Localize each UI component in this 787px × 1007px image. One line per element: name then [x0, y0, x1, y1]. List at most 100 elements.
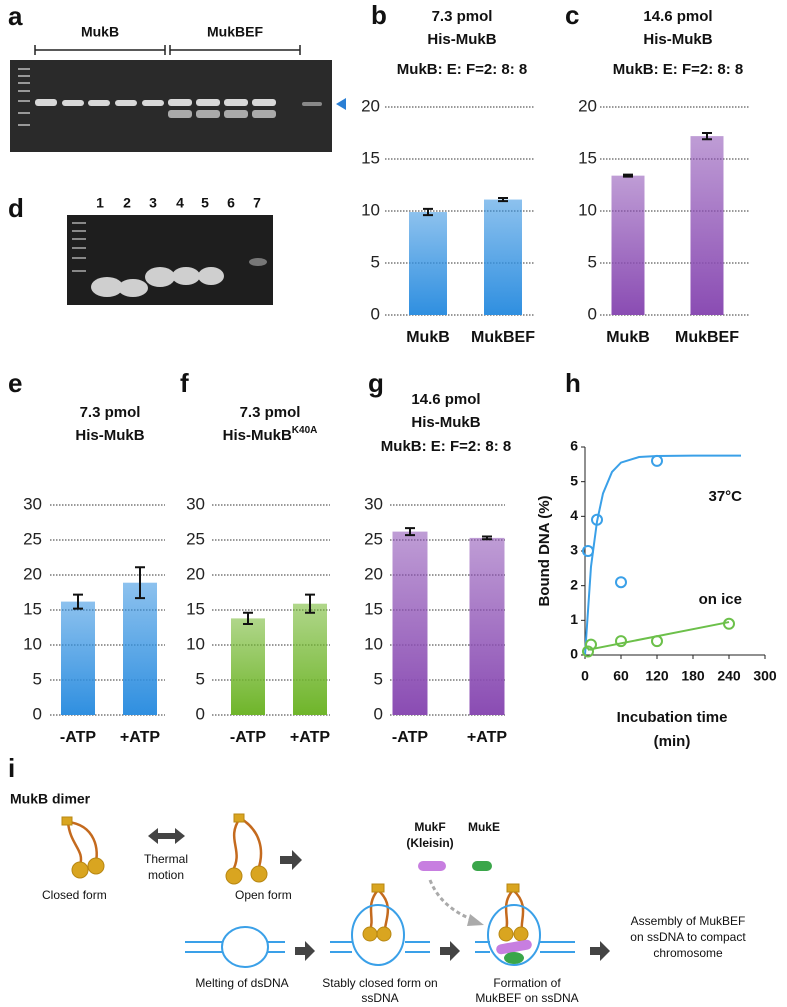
title-text: His-MukB — [223, 427, 292, 444]
chart-title: 14.6 pmol — [643, 8, 712, 25]
x-tick-label: 300 — [753, 668, 777, 684]
y-tick-label: 10 — [578, 200, 597, 219]
panel-letter: h — [565, 368, 581, 398]
x-tick-label: -ATP — [392, 729, 428, 746]
y-tick-label: 30 — [186, 494, 205, 513]
point — [651, 635, 663, 648]
bar — [690, 136, 724, 315]
error-bar — [73, 593, 83, 610]
y-tick-label: 10 — [186, 634, 205, 653]
y-tick-label: 25 — [186, 529, 205, 548]
title-text: 7.3 pmol — [80, 404, 141, 421]
point — [582, 545, 594, 557]
y-tick-label: 20 — [361, 96, 380, 115]
gel-image — [67, 215, 273, 305]
chart-title: His-MukB — [643, 31, 712, 48]
arrow — [336, 98, 346, 110]
title-text: His-MukB — [411, 414, 480, 431]
panel-letter: c — [565, 0, 579, 30]
point — [723, 617, 735, 630]
bar — [469, 537, 505, 715]
diagram-label: chromosome — [653, 946, 723, 960]
x-tick-label: +ATP — [467, 729, 507, 746]
title-text: His-MukB — [75, 427, 144, 444]
y-tick-label: 6 — [570, 438, 578, 454]
bar — [123, 582, 157, 715]
y-tick-label: 1 — [570, 611, 578, 627]
chart-title: MukB: E: F=2: 8: 8 — [381, 438, 511, 455]
y-tick-label: 30 — [364, 494, 383, 513]
point — [651, 454, 663, 467]
panel-letter: b — [371, 0, 387, 30]
diagram-label: Assembly of MukBEF — [631, 914, 746, 928]
y-tick-label: 30 — [23, 494, 42, 513]
y-tick-label: 0 — [196, 704, 205, 723]
lane-label: 3 — [149, 195, 157, 211]
y-tick-label: 5 — [374, 669, 383, 688]
y-tick-label: 15 — [578, 148, 597, 167]
point — [585, 638, 597, 651]
diagram-label: Stably closed form on — [322, 976, 437, 990]
error-bar — [498, 197, 508, 203]
diagram-title: MukB dimer — [10, 791, 91, 807]
diagram-label: Thermal — [144, 852, 188, 866]
chart-title: 7.3 pmol — [80, 404, 141, 421]
x-tick-label: +ATP — [120, 729, 160, 746]
error-bar — [423, 207, 433, 217]
x-tick-label: -ATP — [230, 729, 266, 746]
y-tick-label: 25 — [23, 529, 42, 548]
bar — [392, 531, 428, 715]
y-tick-label: 20 — [578, 96, 597, 115]
gel-group-label: MukBEF — [207, 24, 263, 40]
error-bar — [305, 593, 315, 614]
diagram-label: MukBEF on ssDNA — [475, 991, 578, 1005]
bar — [611, 175, 645, 315]
x-axis-label: (min) — [654, 733, 691, 750]
error-bar — [135, 566, 145, 600]
y-tick-label: 10 — [23, 634, 42, 653]
lane-label: 5 — [201, 195, 209, 211]
bar — [61, 601, 95, 715]
gel-group-label: MukB — [81, 24, 119, 40]
chart-title: 7.3 pmol — [240, 404, 301, 421]
point — [615, 635, 627, 648]
panel-letter: d — [8, 193, 24, 223]
brackets — [34, 45, 301, 55]
diagram-label: Formation of — [493, 976, 561, 990]
bar — [293, 603, 327, 715]
bar — [231, 618, 265, 715]
error-bar — [243, 611, 253, 625]
diagram-label: on ssDNA to compact — [630, 930, 746, 944]
x-tick-label: -ATP — [60, 729, 96, 746]
y-tick-label: 15 — [23, 599, 42, 618]
panel-letter: e — [8, 368, 22, 398]
chart-title: His-MukBK40A — [223, 425, 318, 444]
diagram: i MukB dimer Closed form Thermal motion … — [8, 753, 746, 1005]
diagram-label: ssDNA — [361, 991, 398, 1005]
title-superscript: K40A — [292, 425, 318, 436]
chart-title: MukB: E: F=2: 8: 8 — [397, 61, 527, 78]
y-tick-label: 0 — [374, 704, 383, 723]
y-tick-label: 3 — [570, 542, 578, 558]
point — [615, 576, 627, 589]
title-text: MukB: E: F=2: 8: 8 — [397, 61, 527, 78]
diagram-label: MukF — [414, 820, 445, 834]
y-tick-label: 0 — [570, 646, 578, 662]
x-tick-label: 120 — [645, 668, 669, 684]
y-tick-label: 0 — [371, 304, 380, 323]
panel-letter: f — [180, 368, 189, 398]
point — [582, 645, 594, 658]
title-text: His-MukB — [643, 31, 712, 48]
bar — [409, 212, 447, 315]
diagram-label: Melting of dsDNA — [195, 976, 288, 990]
title-text: 14.6 pmol — [643, 8, 712, 25]
diagram-label: Open form — [235, 888, 292, 902]
chart-title: His-MukB — [75, 427, 144, 444]
x-tick-label: 240 — [717, 668, 741, 684]
diagram-label: Closed form — [42, 888, 107, 902]
y-tick-label: 5 — [196, 669, 205, 688]
lane-label: 1 — [96, 195, 104, 211]
lane-label: 4 — [176, 195, 184, 211]
x-tick-label: 60 — [613, 668, 629, 684]
chart-title: MukB: E: F=2: 8: 8 — [613, 61, 743, 78]
